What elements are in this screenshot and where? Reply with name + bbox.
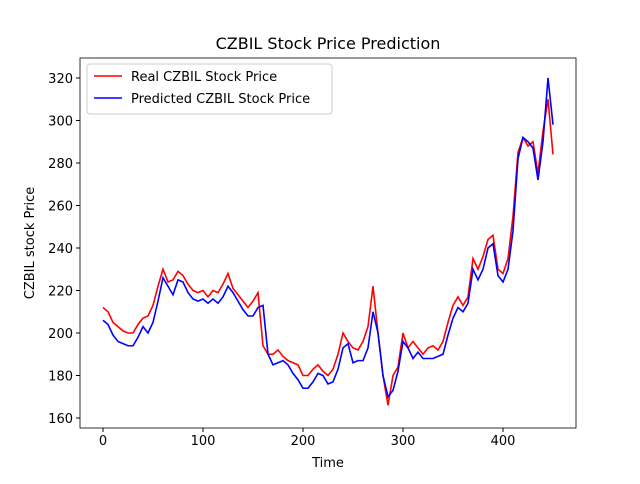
- line-series: [102, 99, 554, 406]
- x-tick-label: 400: [491, 434, 516, 449]
- y-tick-label: 180: [48, 370, 73, 385]
- y-tick-label: 240: [48, 242, 73, 257]
- y-axis-label: CZBIL stock Price: [23, 187, 38, 299]
- x-tick-label: 300: [391, 434, 416, 449]
- y-tick-label: 160: [48, 412, 73, 427]
- line-series: [102, 77, 554, 399]
- y-tick-label: 260: [48, 199, 73, 214]
- chart-title: CZBIL Stock Price Prediction: [216, 34, 441, 53]
- y-tick-label: 220: [48, 284, 73, 299]
- y-tick-label: 300: [48, 114, 73, 129]
- y-tick-label: 280: [48, 157, 73, 172]
- x-tick-label: 100: [191, 434, 216, 449]
- legend-box: [86, 63, 333, 115]
- legend-label: Real CZBIL Stock Price: [131, 70, 277, 85]
- x-tick-label: 200: [291, 434, 316, 449]
- y-tick-label: 320: [48, 72, 73, 87]
- x-tick-label: 0: [99, 434, 107, 449]
- x-axis-label: Time: [311, 456, 344, 471]
- plot-frame: [79, 57, 577, 429]
- legend-label: Predicted CZBIL Stock Price: [131, 92, 310, 107]
- y-tick-label: 200: [48, 327, 73, 342]
